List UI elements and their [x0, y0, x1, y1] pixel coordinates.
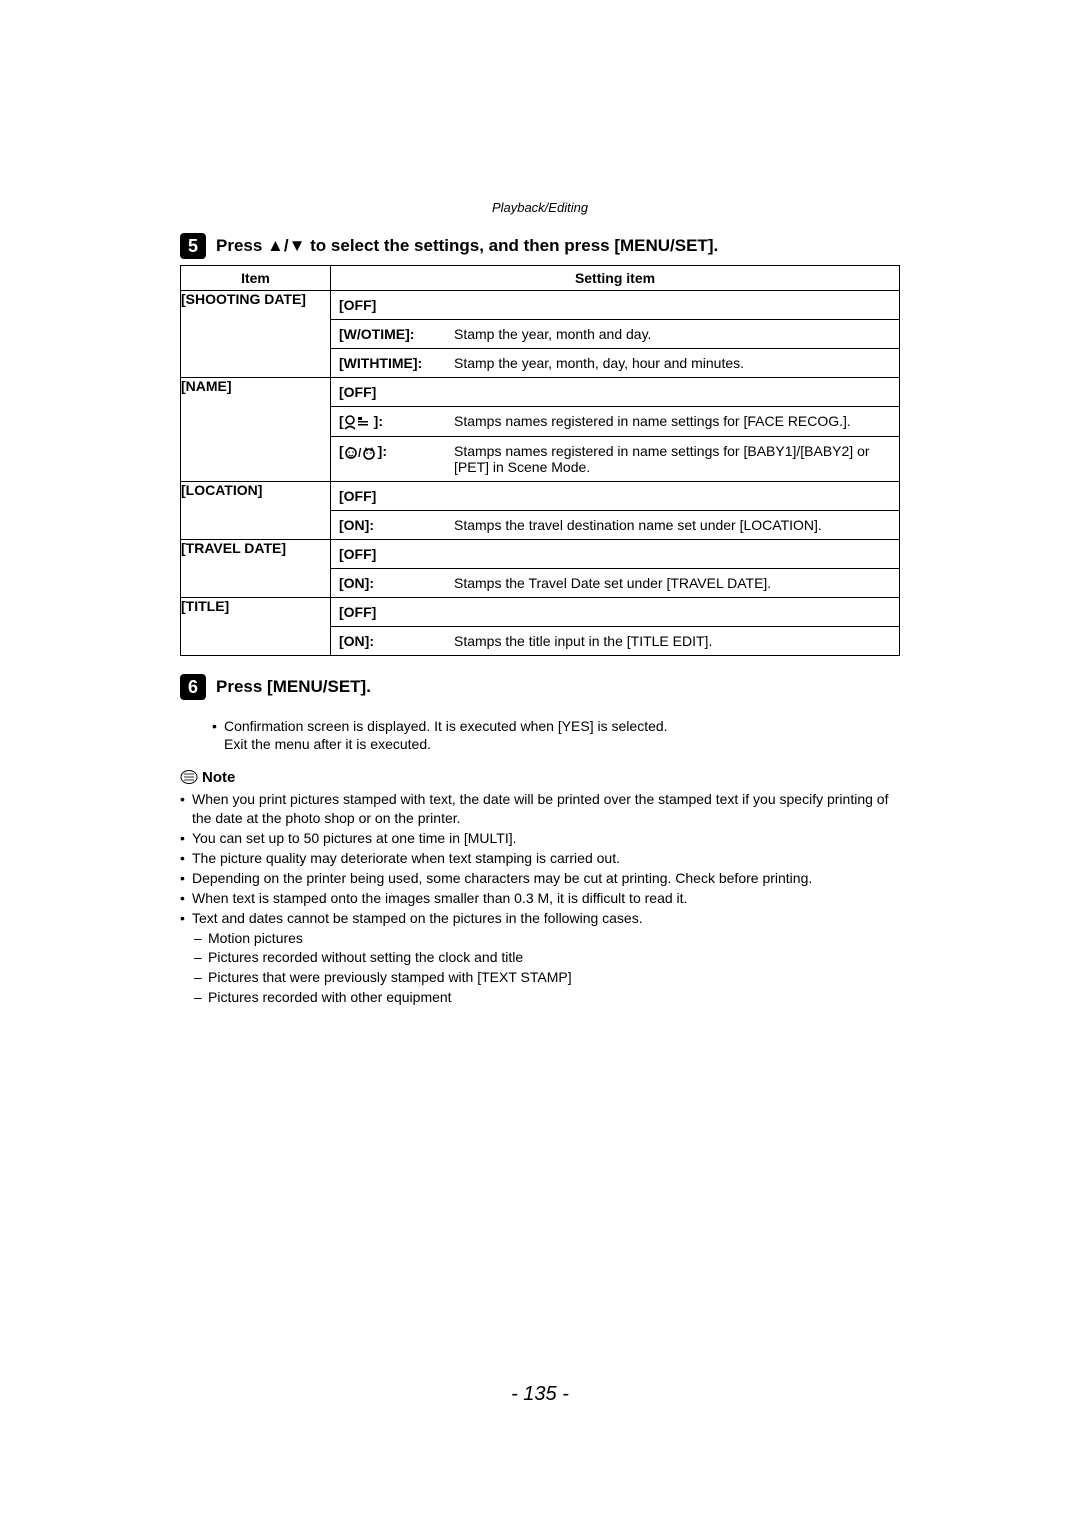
option-desc: Stamp the year, month, day, hour and min… [454, 355, 891, 371]
option-desc: Stamps the Travel Date set under [TRAVEL… [454, 575, 891, 591]
note-subitem: –Pictures that were previously stamped w… [194, 968, 900, 987]
option-desc: Stamps names registered in name settings… [454, 413, 891, 429]
settings-table: Item Setting item [SHOOTING DATE] [OFF] [W… [180, 265, 900, 656]
option-label: [W/OTIME]: [339, 326, 454, 342]
option-label: [OFF] [339, 604, 454, 620]
table-setting-cell: [OFF] [ON]:Stamps the Travel Date set und… [331, 540, 900, 598]
note-icon [180, 768, 198, 786]
option-label: [OFF] [339, 488, 454, 504]
step-5-text: Press ▲/▼ to select the settings, and th… [216, 236, 718, 256]
note-subitem: –Pictures recorded without setting the c… [194, 948, 900, 967]
table-setting-cell: [OFF] [ON]:Stamps the travel destination … [331, 482, 900, 540]
table-item-cell: [NAME] [181, 378, 331, 482]
note-subitem: –Motion pictures [194, 929, 900, 948]
step-6-badge: 6 [180, 674, 206, 700]
step6-bullet: Exit the menu after it is executed. [212, 736, 900, 752]
breadcrumb: Playback/Editing [180, 200, 900, 215]
option-label: []: [339, 413, 454, 430]
table-item-cell: [LOCATION] [181, 482, 331, 540]
page-content: Playback/Editing 5 Press ▲/▼ to select t… [180, 200, 900, 1008]
option-label: [OFF] [339, 297, 454, 313]
option-label: [OFF] [339, 546, 454, 562]
note-item: •When text is stamped onto the images sm… [180, 889, 900, 908]
table-setting-cell: [OFF] [ON]:Stamps the title input in the … [331, 598, 900, 656]
step-5-row: 5 Press ▲/▼ to select the settings, and … [180, 233, 900, 259]
option-label: [ON]: [339, 633, 454, 649]
page-number: - 135 - [0, 1383, 1080, 1406]
note-header: Note [180, 768, 900, 786]
svg-text:/: / [358, 446, 362, 460]
note-item: •You can set up to 50 pictures at one ti… [180, 829, 900, 848]
note-sublist: –Motion pictures–Pictures recorded witho… [194, 929, 900, 1008]
table-setting-cell: [OFF] []:Stamps names registered in name … [331, 378, 900, 482]
option-label: [WITHTIME]: [339, 355, 454, 371]
note-item: •Text and dates cannot be stamped on the… [180, 909, 900, 928]
step6-bullet: •Confirmation screen is displayed. It is… [212, 718, 900, 734]
step-6-text: Press [MENU/SET]. [216, 677, 371, 697]
step-6-bullets: •Confirmation screen is displayed. It is… [212, 718, 900, 752]
table-item-cell: [SHOOTING DATE] [181, 291, 331, 378]
note-item: •Depending on the printer being used, so… [180, 869, 900, 888]
table-item-cell: [TITLE] [181, 598, 331, 656]
option-desc: Stamps the travel destination name set u… [454, 517, 891, 533]
option-label: [ON]: [339, 517, 454, 533]
option-desc: Stamps the title input in the [TITLE EDI… [454, 633, 891, 649]
table-head-item: Item [181, 266, 331, 291]
option-label: [OFF] [339, 384, 454, 400]
option-label: [/]: [339, 443, 454, 460]
step-6-row: 6 Press [MENU/SET]. [180, 674, 900, 700]
table-item-cell: [TRAVEL DATE] [181, 540, 331, 598]
step-5-badge: 5 [180, 233, 206, 259]
table-head-setting: Setting item [331, 266, 900, 291]
note-item: •When you print pictures stamped with te… [180, 790, 900, 828]
option-desc: Stamp the year, month and day. [454, 326, 891, 342]
option-desc: Stamps names registered in name settings… [454, 443, 891, 475]
table-setting-cell: [OFF] [W/OTIME]:Stamp the year, month and… [331, 291, 900, 378]
note-subitem: –Pictures recorded with other equipment [194, 988, 900, 1007]
note-item: •The picture quality may deteriorate whe… [180, 849, 900, 868]
note-label: Note [202, 769, 235, 786]
option-label: [ON]: [339, 575, 454, 591]
notes-list: •When you print pictures stamped with te… [180, 790, 900, 1007]
